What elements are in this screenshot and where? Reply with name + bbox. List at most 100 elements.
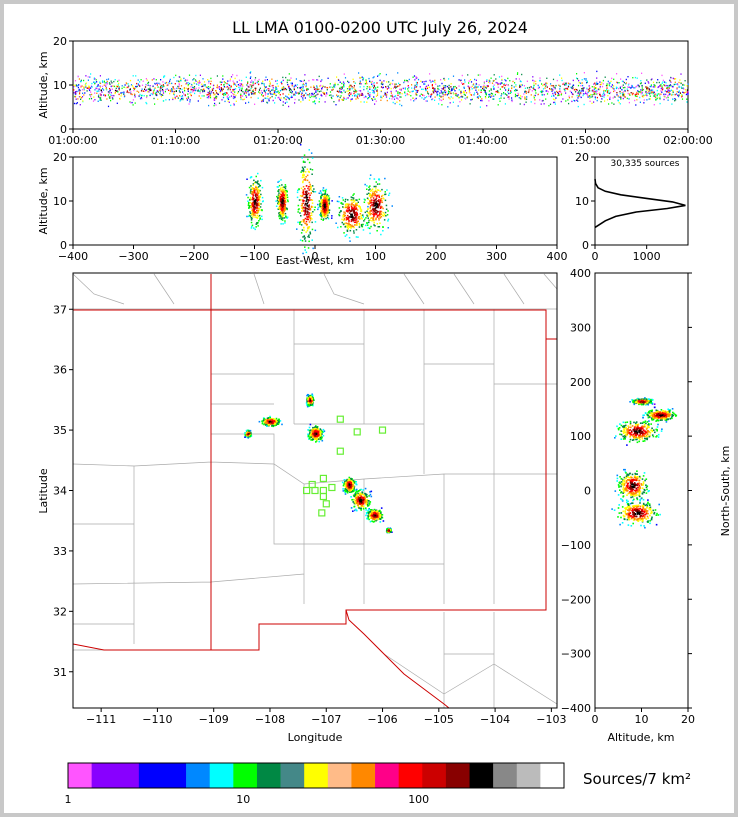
time-altitude-point — [101, 80, 104, 82]
time-altitude-point — [619, 87, 621, 89]
time-altitude-point — [313, 86, 315, 89]
time-altitude-point — [99, 99, 101, 101]
time-altitude-point — [408, 86, 410, 89]
time-altitude-point — [459, 101, 461, 103]
east-west-point — [307, 208, 310, 211]
time-altitude-point — [166, 88, 168, 90]
time-altitude-point — [360, 77, 362, 79]
time-altitude-point — [535, 92, 537, 94]
east-west-point — [285, 195, 287, 198]
time-altitude-point — [504, 103, 506, 105]
time-altitude-point — [278, 92, 280, 95]
time-altitude-point — [114, 91, 116, 94]
time-altitude-point — [519, 97, 521, 100]
east-west-point — [372, 208, 374, 211]
time-altitude-point — [571, 96, 573, 98]
east-west-point — [312, 247, 314, 250]
east-west-point — [321, 193, 324, 196]
time-altitude-point — [106, 81, 108, 84]
east-west-point — [255, 192, 257, 195]
time-altitude-point — [636, 91, 638, 94]
east-west-point — [258, 195, 260, 198]
time-altitude-point — [504, 87, 506, 89]
time-altitude-point — [250, 81, 252, 83]
east-west-point — [321, 202, 324, 205]
time-altitude-point — [140, 79, 142, 81]
east-west-point — [282, 193, 285, 195]
time-altitude-point — [272, 99, 274, 102]
time-altitude-point — [654, 84, 656, 87]
time-altitude-point — [123, 92, 125, 95]
east-west-point — [375, 203, 377, 205]
time-altitude-point — [463, 86, 465, 88]
time-altitude-point — [613, 90, 615, 93]
time-altitude-point — [398, 92, 401, 94]
time-altitude-point — [353, 87, 355, 89]
east-west-point — [381, 201, 384, 204]
time-altitude-point — [105, 83, 107, 85]
time-altitude-point — [518, 78, 520, 80]
time-altitude-point — [247, 82, 249, 84]
time-altitude-point — [450, 86, 452, 88]
time-altitude-point — [383, 80, 385, 82]
time-altitude-point — [580, 96, 582, 99]
time-altitude-point — [235, 94, 237, 97]
east-west-point — [308, 205, 310, 207]
time-altitude-point — [324, 86, 326, 88]
time-altitude-point — [511, 100, 513, 103]
east-west-point — [352, 201, 355, 203]
time-altitude-point — [250, 84, 252, 86]
ew-x-tick-label: −400 — [58, 250, 88, 263]
time-altitude-point — [447, 106, 449, 108]
time-altitude-point — [542, 99, 544, 102]
time-altitude-point — [355, 89, 357, 92]
time-altitude-point — [621, 89, 623, 91]
time-altitude-point — [541, 94, 543, 96]
time-altitude-point — [478, 84, 480, 86]
time-altitude-point — [439, 95, 441, 97]
time-altitude-point — [73, 89, 75, 91]
time-altitude-point — [438, 97, 440, 100]
east-west-point — [302, 170, 304, 172]
time-altitude-point — [83, 94, 85, 96]
time-altitude-point — [344, 77, 347, 79]
east-west-point — [337, 226, 339, 229]
time-altitude-point — [343, 89, 345, 91]
time-altitude-point — [291, 85, 293, 87]
time-altitude-point — [152, 93, 154, 96]
time-altitude-point — [131, 101, 133, 104]
time-altitude-point — [266, 101, 268, 104]
east-west-point — [353, 214, 356, 217]
east-west-point — [351, 215, 353, 217]
time-altitude-point — [141, 94, 143, 97]
time-altitude-point — [525, 101, 527, 103]
time-altitude-point — [596, 93, 598, 95]
time-altitude-point — [586, 93, 588, 95]
time-altitude-point — [217, 93, 219, 96]
time-altitude-point — [84, 84, 86, 86]
east-west-point — [278, 212, 281, 214]
east-west-point — [347, 228, 349, 230]
time-altitude-point — [466, 96, 468, 99]
time-altitude-point — [285, 95, 287, 97]
time-altitude-point — [427, 86, 429, 88]
time-altitude-point — [662, 79, 664, 82]
time-altitude-point — [350, 100, 352, 102]
east-west-point — [308, 206, 310, 208]
time-altitude-point — [431, 98, 433, 101]
time-altitude-point — [198, 90, 200, 92]
time-altitude-point — [619, 90, 621, 93]
time-altitude-point — [672, 98, 674, 101]
east-west-point — [309, 214, 311, 217]
plan-view-point — [317, 428, 319, 431]
time-altitude-point — [591, 86, 593, 88]
time-altitude-point — [485, 97, 487, 99]
east-west-point — [348, 237, 351, 239]
east-west-point — [382, 194, 384, 197]
east-west-point — [369, 227, 371, 230]
time-altitude-point — [378, 74, 380, 76]
time-altitude-point — [632, 86, 634, 88]
east-west-point — [257, 215, 260, 217]
time-altitude-point — [593, 101, 595, 103]
east-west-point — [341, 218, 343, 221]
